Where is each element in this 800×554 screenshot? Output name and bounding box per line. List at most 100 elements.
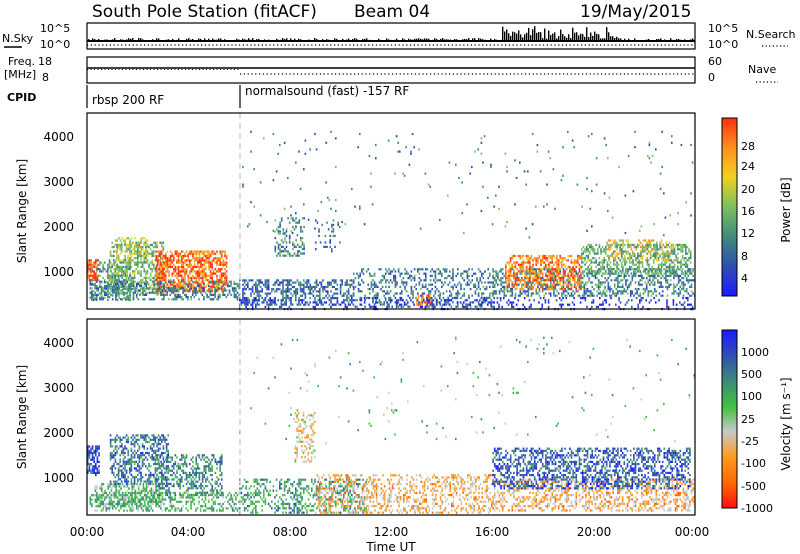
heatmap-cell: [191, 293, 194, 296]
heatmap-cell: [367, 296, 369, 299]
heatmap-cell: [90, 259, 92, 262]
heatmap-cell: [505, 281, 507, 284]
heatmap-cell: [138, 270, 141, 273]
heatmap-cell: [124, 250, 127, 253]
heatmap-cell: [163, 285, 165, 288]
heatmap-cell: [190, 263, 193, 266]
heatmap-cell: [89, 265, 92, 269]
heatmap-cell: [412, 294, 414, 297]
heatmap-cell: [681, 263, 684, 266]
heatmap-cell: [527, 257, 529, 260]
heatmap-cell: [505, 276, 507, 280]
heatmap-cell: [598, 261, 601, 264]
heatmap-cell: [240, 301, 243, 304]
heatmap-cell: [377, 294, 379, 297]
heatmap-cell: [181, 263, 183, 266]
heatmap-cell: [643, 268, 645, 271]
heatmap-cell: [282, 254, 285, 257]
heatmap-cell: [636, 290, 638, 293]
heatmap-cell: [631, 290, 634, 293]
heatmap-cell: [659, 243, 661, 246]
heatmap-cell: [124, 268, 127, 271]
heatmap-cell: [624, 243, 626, 246]
heatmap-cell: [137, 292, 139, 295]
heatmap-cell: [556, 254, 558, 258]
heatmap-cell: [115, 291, 117, 294]
heatmap-cell: [129, 241, 131, 244]
heatmap-cell: [457, 303, 459, 306]
heatmap-cell: [645, 243, 647, 246]
heatmap-cell: [532, 287, 534, 291]
heatmap-cell: [172, 287, 175, 290]
heatmap-cell: [133, 272, 136, 275]
nsky-bar: [592, 35, 594, 41]
heatmap-cell: [280, 245, 283, 248]
nsky-bar: [114, 38, 116, 41]
heatmap-cell: [428, 292, 430, 295]
heatmap-cell: [247, 299, 249, 302]
heatmap-cell: [689, 285, 691, 288]
heatmap-cell: [688, 257, 690, 260]
heatmap-cell: [666, 281, 669, 284]
heatmap-cell: [184, 276, 186, 280]
heatmap-cell: [541, 259, 544, 262]
heatmap-cell: [222, 293, 224, 296]
heatmap-cell: [665, 272, 667, 275]
heatmap-cell: [89, 291, 92, 294]
heatmap-cell: [145, 292, 147, 295]
heatmap-cell: [329, 241, 331, 244]
heatmap-cell: [647, 279, 650, 282]
heatmap-cell: [482, 292, 485, 295]
heatmap-cell: [225, 261, 228, 264]
heatmap-cell: [557, 259, 560, 262]
heatmap-cell: [625, 290, 627, 293]
heatmap-cell: [206, 259, 209, 262]
heatmap-cell: [647, 239, 650, 242]
heatmap-cell: [427, 299, 430, 302]
heatmap-cell: [295, 221, 297, 224]
heatmap-cell: [516, 274, 518, 277]
heatmap-cell: [177, 283, 180, 286]
heatmap-cell: [652, 292, 654, 295]
heatmap-cell: [95, 279, 97, 282]
heatmap-cell: [535, 259, 537, 262]
heatmap-cell: [637, 268, 639, 271]
heatmap-cell: [465, 283, 467, 286]
nsky-bar: [558, 36, 560, 41]
heatmap-cell: [639, 257, 642, 260]
heatmap-cell: [546, 283, 549, 286]
heatmap-cell: [290, 217, 293, 220]
heatmap-cell: [585, 290, 587, 293]
heatmap-cell: [557, 265, 560, 269]
heatmap-cell: [553, 283, 555, 286]
heatmap-cell: [293, 245, 296, 248]
heatmap-cell: [282, 283, 284, 286]
heatmap-cell: [508, 261, 510, 264]
heatmap-cell: [205, 257, 207, 260]
heatmap-cell: [375, 301, 377, 304]
heatmap-cell: [119, 289, 122, 292]
heatmap-cell: [573, 285, 576, 288]
heatmap-cell: [666, 288, 669, 291]
heatmap-cell: [166, 290, 169, 293]
nsky-bar: [522, 37, 524, 41]
heatmap-cell: [612, 241, 615, 244]
heatmap-cell: [631, 250, 634, 253]
heatmap-cell: [253, 297, 255, 300]
heatmap-cell: [682, 285, 685, 288]
heatmap-cell: [562, 283, 565, 286]
heatmap-cell: [126, 291, 128, 294]
heatmap-cell: [639, 246, 642, 249]
heatmap-cell: [530, 268, 533, 271]
heatmap-cell: [285, 303, 287, 306]
heatmap-cell: [140, 252, 143, 255]
heatmap-cell: [596, 285, 598, 288]
heatmap-cell: [151, 259, 153, 262]
heatmap-cell: [213, 272, 215, 275]
heatmap-cell: [609, 274, 611, 277]
heatmap-cell: [675, 257, 677, 260]
heatmap-cell: [556, 283, 558, 286]
heatmap-cell: [267, 285, 270, 289]
nsky-bar: [648, 38, 650, 41]
heatmap-cell: [158, 279, 161, 282]
